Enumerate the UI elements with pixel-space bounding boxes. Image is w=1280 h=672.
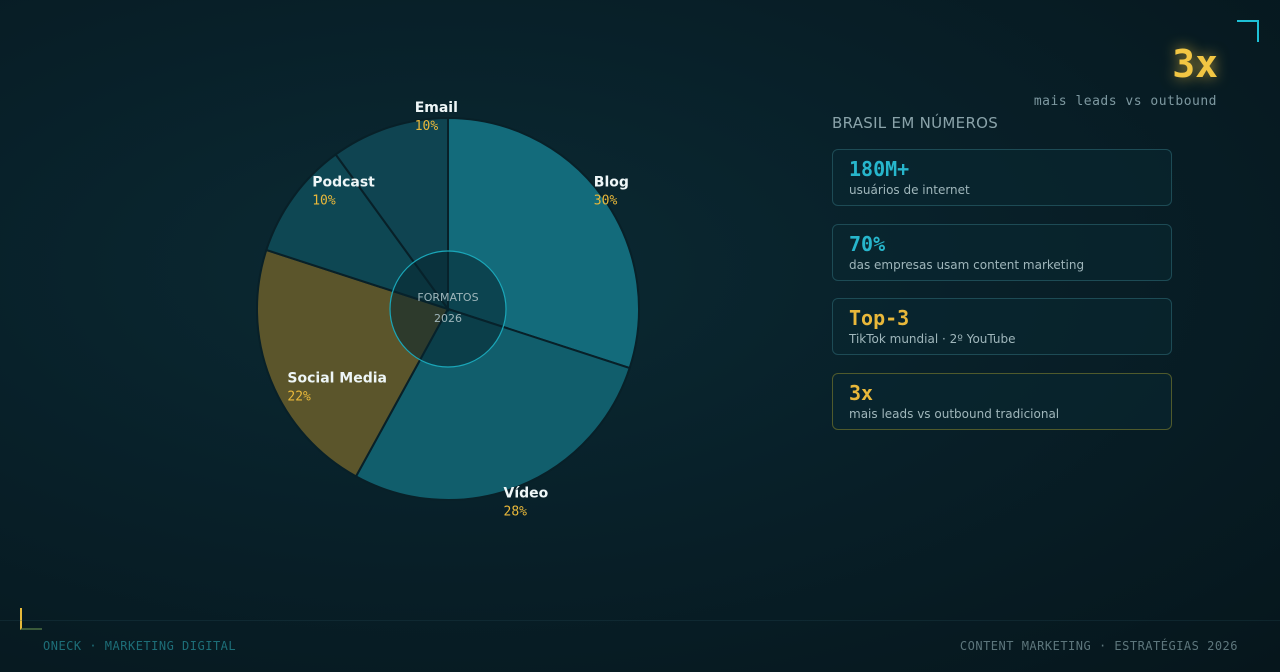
pie-slice-podcast	[265, 153, 451, 311]
corner-bracket-bottom-left	[20, 608, 42, 630]
slice-label: Vídeo	[504, 486, 549, 502]
hero-stat-value: 3x	[1172, 42, 1218, 86]
stat-value: 3x	[849, 381, 874, 405]
stat-label: das empresas usam content marketing	[849, 258, 1085, 272]
corner-bracket-top-right	[1237, 20, 1259, 42]
stat-card-tiktok-ranking: Top-3 TikTok mundial · 2º YouTube	[832, 298, 1172, 355]
stat-label: TikTok mundial · 2º YouTube	[849, 332, 1016, 346]
chart-center-sublabel: 2026	[434, 312, 462, 325]
stat-card-internet-users: 180M+ usuários de internet	[832, 149, 1172, 206]
donut-chart: FORMATOS 2026 Blog 30% Vídeo 28% Social Medi…	[256, 100, 640, 520]
stat-label: mais leads vs outbound tradicional	[849, 407, 1060, 421]
stat-card-leads: 3x mais leads vs outbound tradicional	[832, 373, 1172, 430]
stats-section-title: BRASIL EM NÚMEROS	[832, 114, 999, 132]
slice-value-label: 30%	[594, 194, 618, 209]
slice-value-label: 10%	[415, 119, 439, 134]
slice-label: Blog	[594, 175, 629, 191]
slice-label: Podcast	[312, 175, 375, 191]
stat-label: usuários de internet	[849, 183, 970, 197]
slice-label: Social Media	[287, 371, 387, 387]
slice-value-label: 28%	[504, 505, 528, 520]
footer-subtitle: CONTENT MARKETING · ESTRATÉGIAS 2026	[959, 639, 1238, 653]
chart-center-hole	[389, 250, 507, 368]
stat-value: 70%	[849, 232, 886, 256]
footer-divider	[0, 620, 1280, 621]
slice-label: Email	[415, 100, 458, 116]
stat-value: Top-3	[849, 306, 910, 330]
stat-card-content-marketing: 70% das empresas usam content marketing	[832, 224, 1172, 281]
footer-brand: ONECK · MARKETING DIGITAL	[43, 639, 237, 653]
hero-stat-caption: mais leads vs outbound	[1033, 94, 1217, 109]
chart-center-label: FORMATOS	[417, 291, 478, 304]
slice-value-label: 10%	[312, 194, 336, 209]
slice-value-label: 22%	[287, 390, 311, 405]
stat-value: 180M+	[849, 157, 910, 181]
